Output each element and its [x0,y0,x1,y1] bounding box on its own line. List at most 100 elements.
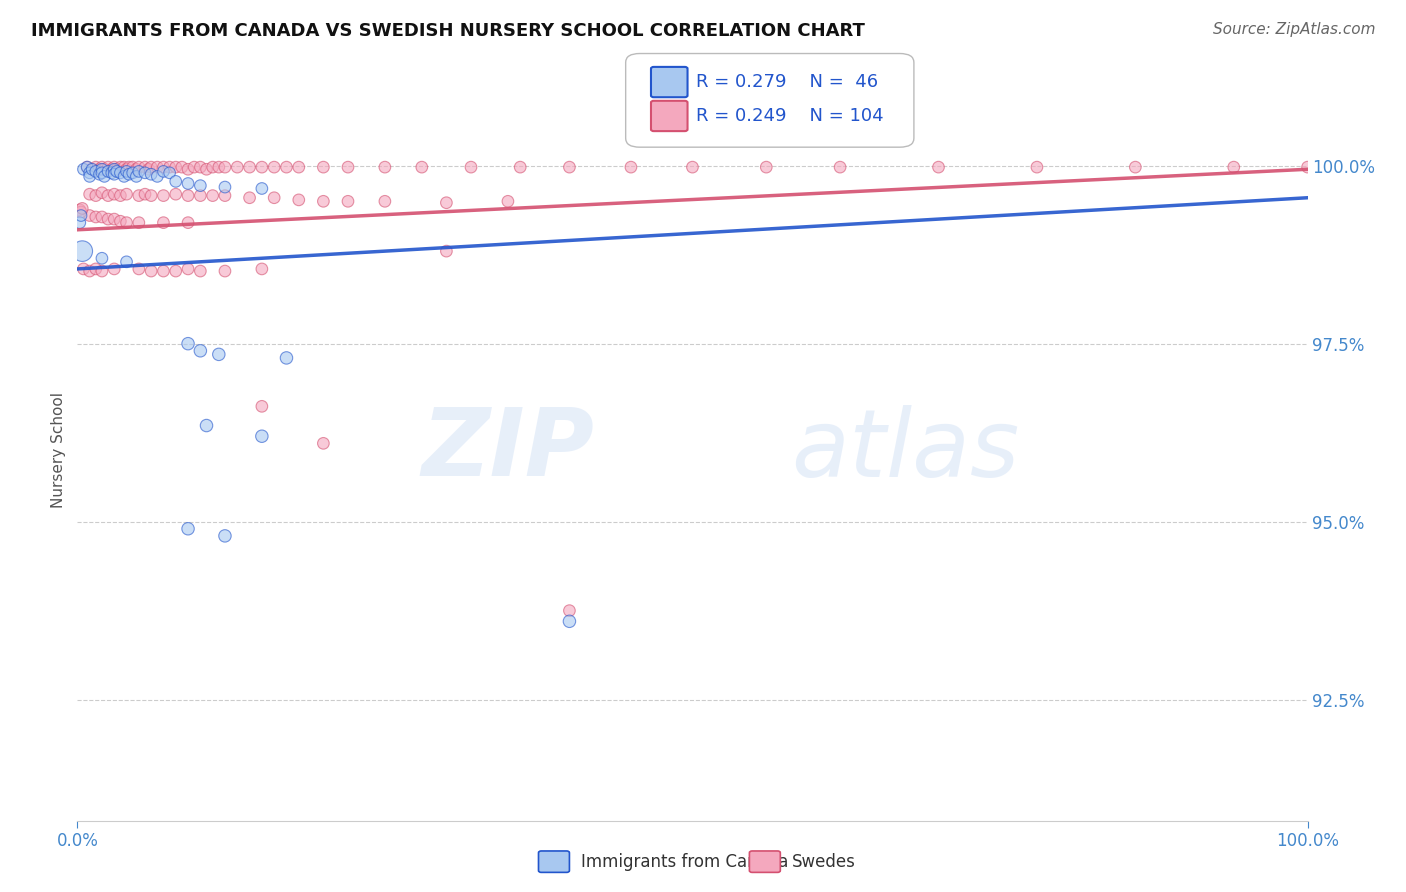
Point [110,160,132,174]
Point [103,162,125,177]
Point [201,160,224,174]
Point [70,205,93,219]
Point [146,169,169,184]
Point [118,167,141,181]
Point [195,418,218,433]
Point [90,166,114,180]
Point [125,162,148,177]
Point [152,188,174,202]
Point [152,264,174,278]
Point [97,212,120,227]
Point [110,188,132,202]
Text: IMMIGRANTS FROM CANADA VS SWEDISH NURSERY SCHOOL CORRELATION CHART: IMMIGRANTS FROM CANADA VS SWEDISH NURSER… [31,22,865,40]
Point [159,166,181,180]
Point [103,160,125,174]
Point [250,429,273,443]
Point [70,202,93,216]
Point [70,209,93,223]
Point [188,178,212,193]
Point [115,255,138,269]
Point [152,216,174,230]
Point [69,202,91,217]
Point [90,264,114,278]
Point [188,343,212,358]
Point [250,181,273,195]
Point [101,166,124,180]
Point [84,210,107,224]
Point [436,244,458,259]
Point [115,164,138,178]
Point [188,160,212,174]
Point [312,160,335,174]
Point [177,522,200,536]
Point [128,261,150,276]
Point [312,436,335,450]
Point [276,351,298,365]
Point [84,261,107,276]
Point [84,188,107,202]
Point [103,167,125,181]
Point [103,212,125,227]
Point [105,164,128,178]
Point [177,188,200,202]
Point [263,160,285,174]
Point [558,160,581,174]
Point [69,216,91,230]
Text: Immigrants from Canada: Immigrants from Canada [581,853,787,871]
Point [214,529,236,543]
Point [90,210,114,224]
Point [97,188,120,202]
Point [146,160,169,174]
Point [128,164,150,178]
Point [134,160,156,174]
Point [121,160,143,174]
Point [90,186,114,200]
Point [195,162,218,177]
Point [79,166,101,180]
Point [115,187,138,202]
Point [755,160,778,174]
Point [1223,160,1246,174]
Text: R = 0.249    N = 104: R = 0.249 N = 104 [696,107,883,125]
Point [79,169,101,184]
Point [134,166,156,180]
Point [79,209,101,223]
Point [177,216,200,230]
Text: atlas: atlas [792,405,1019,496]
Point [509,160,531,174]
Text: R = 0.279    N =  46: R = 0.279 N = 46 [696,73,879,91]
Point [84,164,107,178]
Point [226,160,249,174]
Point [374,160,396,174]
Point [103,261,125,276]
Point [239,160,262,174]
Point [159,160,181,174]
Point [558,604,581,618]
Point [165,187,187,202]
Point [620,160,643,174]
Point [288,193,311,207]
Point [128,216,150,230]
Point [436,195,458,210]
Point [105,162,128,177]
Point [82,162,104,177]
Point [170,160,193,174]
Point [214,160,236,174]
Text: ZIP: ZIP [422,404,595,497]
Point [177,162,200,177]
Point [112,160,135,174]
Point [112,169,135,184]
Point [250,261,273,276]
Point [110,166,132,180]
Point [152,160,174,174]
Point [125,169,148,184]
Point [93,162,115,177]
Point [89,167,111,181]
Point [188,264,212,278]
Point [90,252,114,266]
Point [177,177,200,191]
Point [138,162,160,177]
Point [110,214,132,228]
Point [177,336,200,351]
Point [72,261,94,276]
